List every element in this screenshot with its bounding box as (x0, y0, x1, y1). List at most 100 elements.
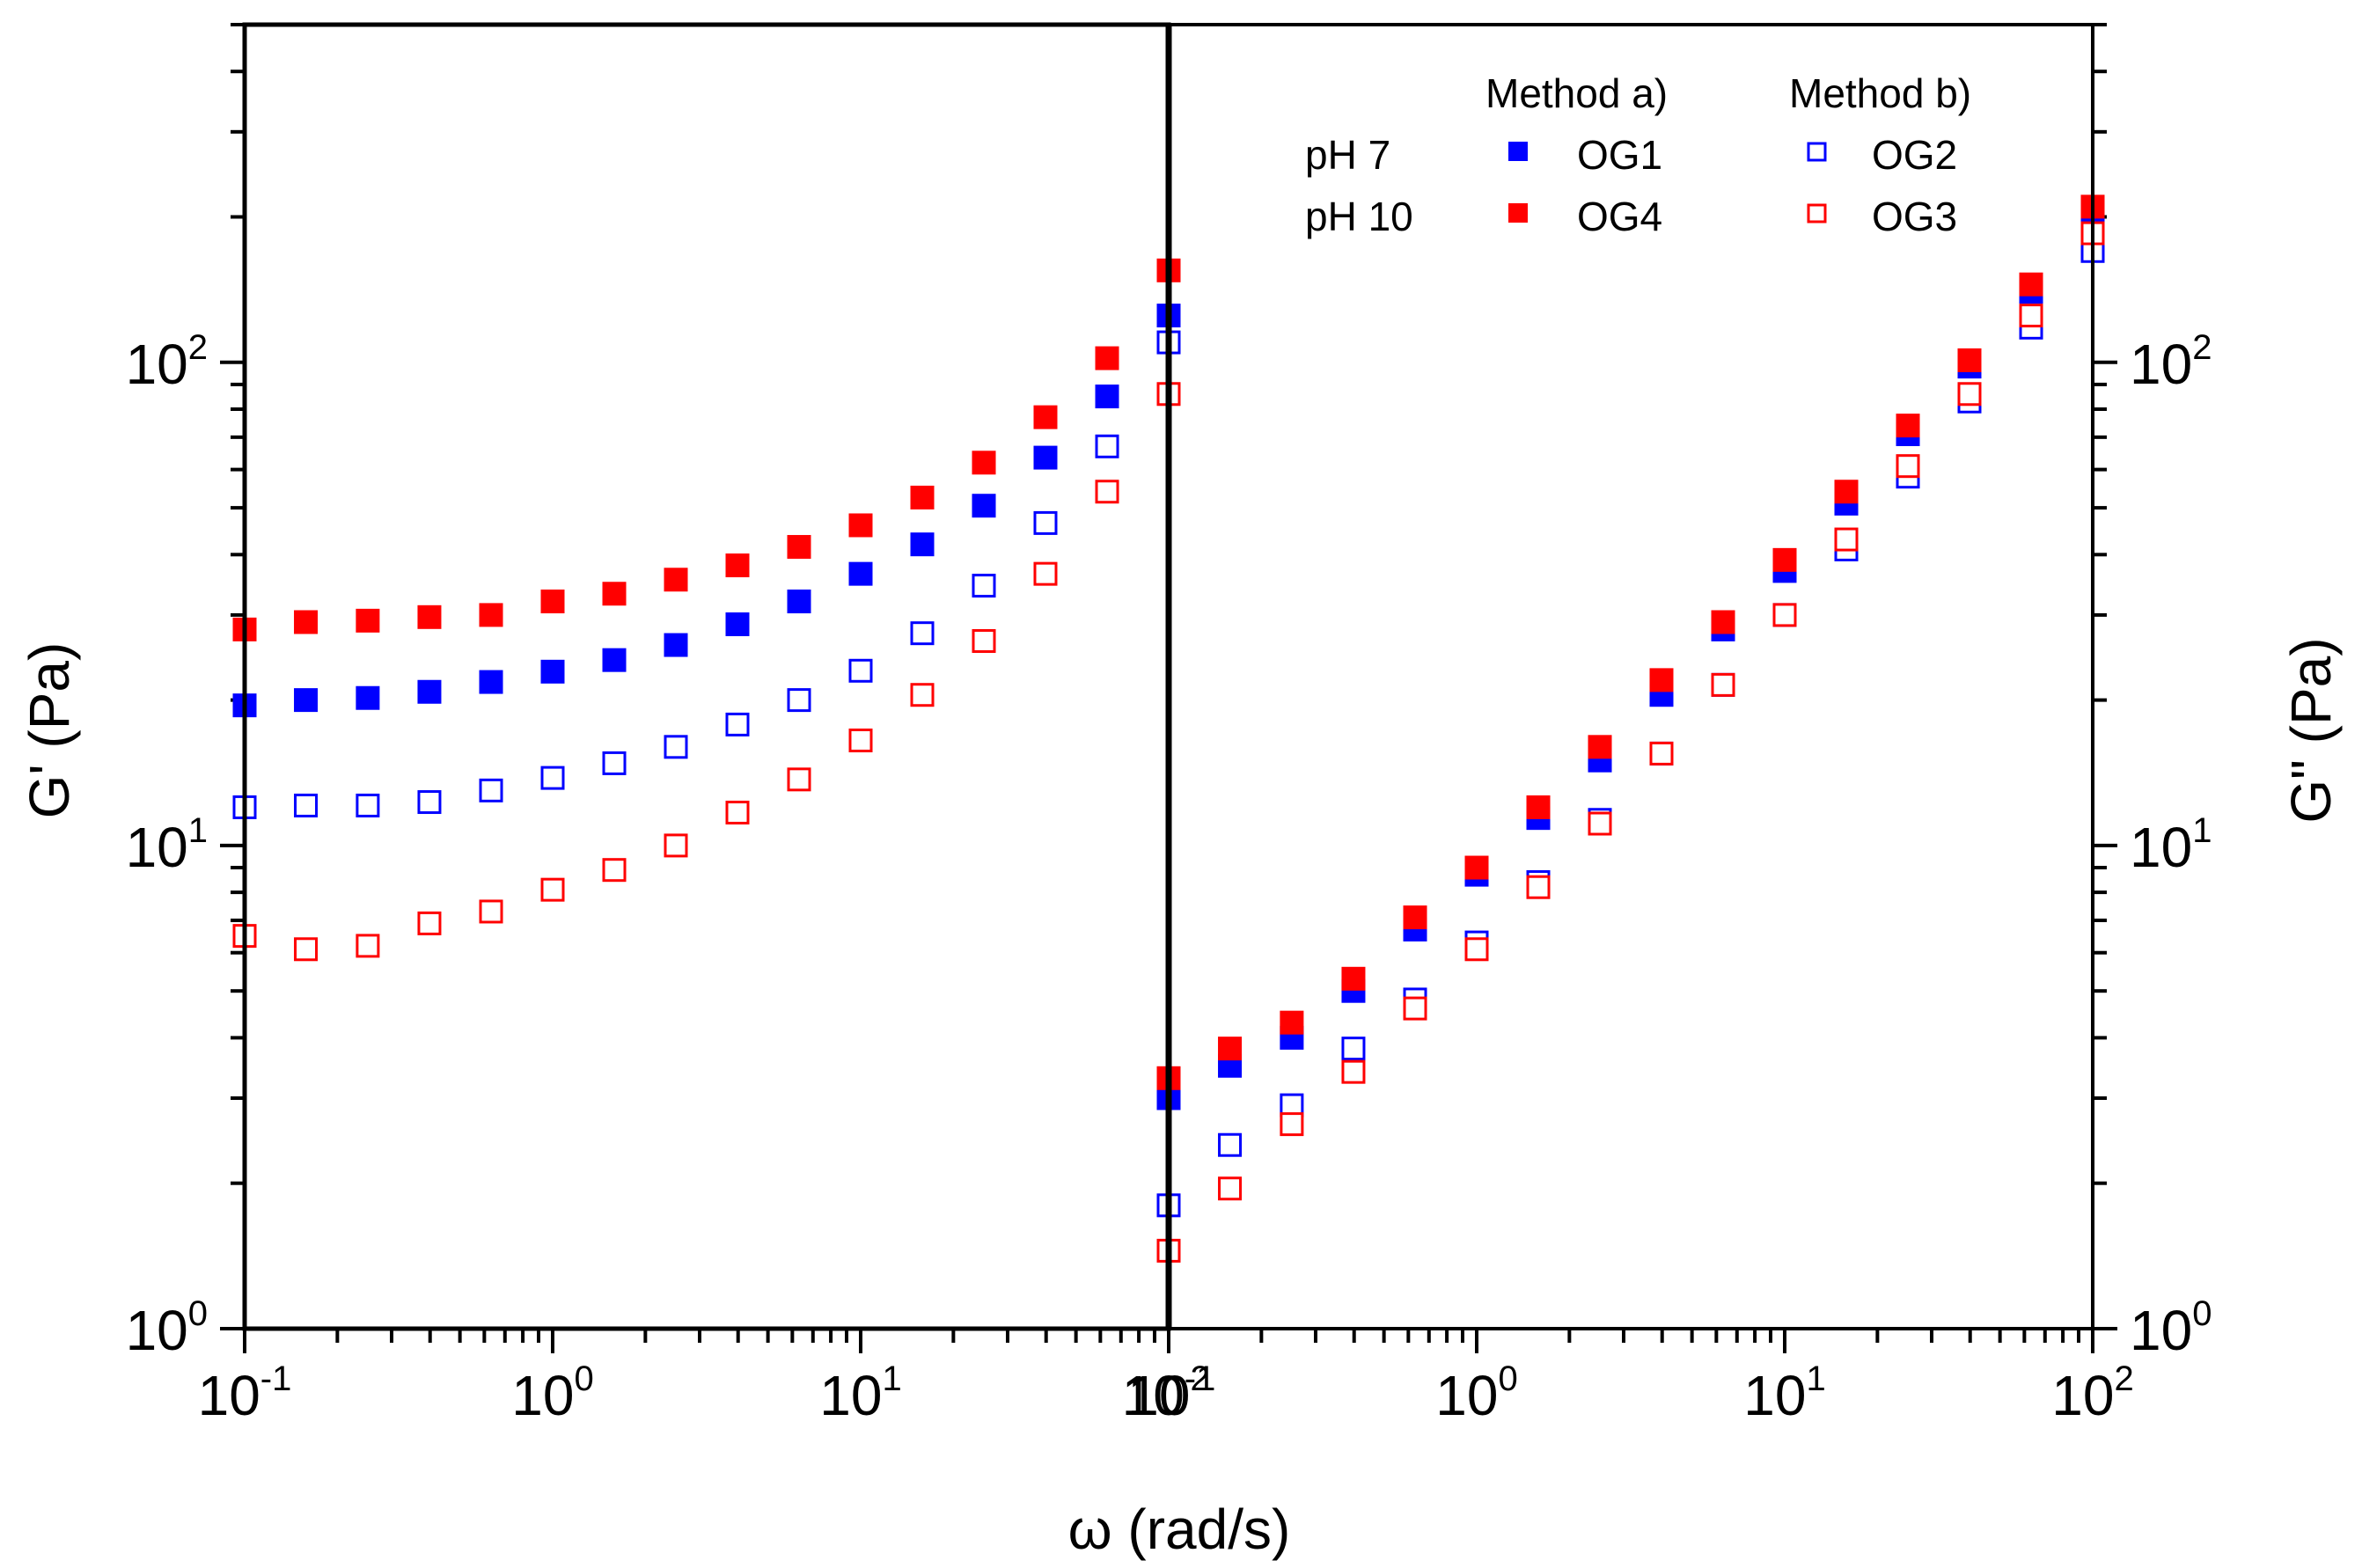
x-tick-exponent: 0 (574, 1359, 593, 1398)
x-tick-label: 10-1 (198, 1359, 292, 1427)
point-og4-g-double-prime (1649, 668, 1674, 692)
legend-row-label-ph10: pH 10 (1305, 194, 1413, 239)
point-og3-g-prime (725, 800, 750, 824)
y-tick-base: 10 (2130, 333, 2192, 396)
y-tick-label-left: 101 (126, 811, 208, 879)
y-tick-exponent: 0 (2192, 1294, 2212, 1333)
x-tick-label: 10-1 (1122, 1359, 1216, 1427)
x-tick-base: 10 (1122, 1364, 1185, 1427)
point-og4-g-double-prime (1341, 966, 1366, 991)
point-og1-g-prime (664, 633, 688, 657)
point-og2-g-prime (972, 574, 996, 598)
point-og3-g-prime (1033, 561, 1058, 586)
point-og3-g-prime (356, 934, 380, 958)
point-og3-g-double-prime (1834, 527, 1859, 552)
y-tick-exponent: 2 (188, 328, 208, 367)
x-tick-exponent: 1 (1806, 1359, 1825, 1398)
point-og1-g-prime (972, 494, 996, 518)
legend-header-method-a: Method a) (1485, 70, 1668, 116)
y-tick-exponent: 1 (188, 811, 208, 850)
point-og4-g-prime (1033, 405, 1058, 429)
point-og3-g-double-prime (2019, 304, 2043, 328)
x-tick-base: 10 (198, 1364, 260, 1427)
x-tick-exponent: -1 (260, 1359, 292, 1398)
x-tick-exponent: 2 (1190, 1359, 1209, 1398)
x-tick-label: 101 (1743, 1359, 1825, 1427)
point-og2-g-prime (602, 751, 627, 775)
y-tick-base: 10 (126, 1299, 188, 1362)
legend-marker-og3 (1807, 203, 1827, 223)
legend-marker-og1 (1508, 142, 1528, 161)
point-og4-g-double-prime (1403, 905, 1427, 930)
point-og4-g-prime (294, 610, 319, 634)
legend-row-label-ph7: pH 7 (1305, 132, 1390, 178)
point-og1-g-prime (1033, 445, 1058, 470)
y-tick-label-right: 101 (2130, 811, 2212, 879)
point-og3-g-double-prime (1526, 875, 1551, 899)
x-tick-label: 101 (819, 1359, 901, 1427)
point-og1-g-prime (602, 648, 627, 672)
point-og1-g-prime (725, 612, 750, 636)
y-tick-exponent: 0 (188, 1294, 208, 1333)
point-og4-g-double-prime (1711, 610, 1735, 634)
point-og4-g-prime (602, 582, 627, 606)
y-axis-title-left: G' (Pa) (18, 642, 81, 819)
point-og3-g-prime (910, 683, 935, 707)
point-og3-g-double-prime (1896, 454, 1920, 479)
x-tick-label: 102 (2051, 1359, 2133, 1427)
point-og4-g-prime (356, 608, 380, 633)
x-tick-base: 10 (1743, 1364, 1806, 1427)
point-og4-g-prime (787, 535, 811, 560)
legend-label-og4: OG4 (1577, 194, 1662, 239)
y-tick-base: 10 (2130, 816, 2192, 879)
point-og2-g-prime (787, 688, 811, 713)
point-og3-g-double-prime (1772, 603, 1797, 627)
point-og4-g-double-prime (1957, 348, 1982, 372)
point-og1-g-prime (787, 590, 811, 614)
legend-label-og3: OG3 (1872, 194, 1957, 239)
x-tick-label: 100 (1435, 1359, 1517, 1427)
point-og1-g-prime (848, 561, 873, 586)
x-tick-exponent: 0 (1498, 1359, 1517, 1398)
x-tick-exponent: -1 (1185, 1359, 1216, 1398)
point-og3-g-prime (417, 911, 442, 935)
x-tick-label: 102 (1127, 1359, 1209, 1427)
point-og1-g-prime (540, 659, 565, 684)
point-og4-g-double-prime (1526, 795, 1551, 819)
x-tick-label: 100 (511, 1359, 593, 1427)
point-og3-g-prime (848, 728, 873, 752)
x-tick-base: 10 (511, 1364, 574, 1427)
x-tick-exponent: 1 (882, 1359, 901, 1398)
point-og4-g-prime (540, 590, 565, 614)
point-og4-g-double-prime (1218, 1037, 1243, 1061)
point-og4-g-prime (848, 513, 873, 538)
legend: Method a) Method b) pH 7 OG1 OG2 pH 10 O… (1305, 70, 1971, 239)
point-og3-g-double-prime (1218, 1176, 1243, 1201)
point-og4-g-prime (664, 568, 688, 592)
point-og4-g-double-prime (1280, 1010, 1304, 1035)
point-og3-g-double-prime (1649, 741, 1674, 766)
point-og2-g-prime (725, 712, 750, 736)
legend-marker-og2 (1807, 142, 1827, 162)
point-og2-g-prime (540, 766, 565, 790)
y-tick-label-left: 100 (126, 1294, 208, 1362)
point-og3-g-prime (479, 899, 503, 924)
point-og4-g-prime (725, 553, 750, 578)
x-tick-base: 10 (819, 1364, 882, 1427)
point-og1-g-prime (294, 688, 319, 713)
y-tick-label-left: 102 (126, 328, 208, 396)
point-og3-g-double-prime (1711, 672, 1735, 697)
point-og3-g-prime (787, 767, 811, 792)
point-og1-g-prime (1095, 385, 1119, 409)
y-tick-base: 10 (126, 333, 188, 396)
point-og1-g-prime (479, 670, 503, 694)
point-og1-g-prime (356, 685, 380, 710)
y-tick-exponent: 2 (2192, 328, 2212, 367)
point-og1-g-prime (417, 679, 442, 704)
point-og2-g-prime (848, 658, 873, 683)
point-og2-g-double-prime (1218, 1132, 1243, 1157)
point-og3-g-prime (1095, 480, 1119, 504)
point-og2-g-prime (1095, 434, 1119, 458)
